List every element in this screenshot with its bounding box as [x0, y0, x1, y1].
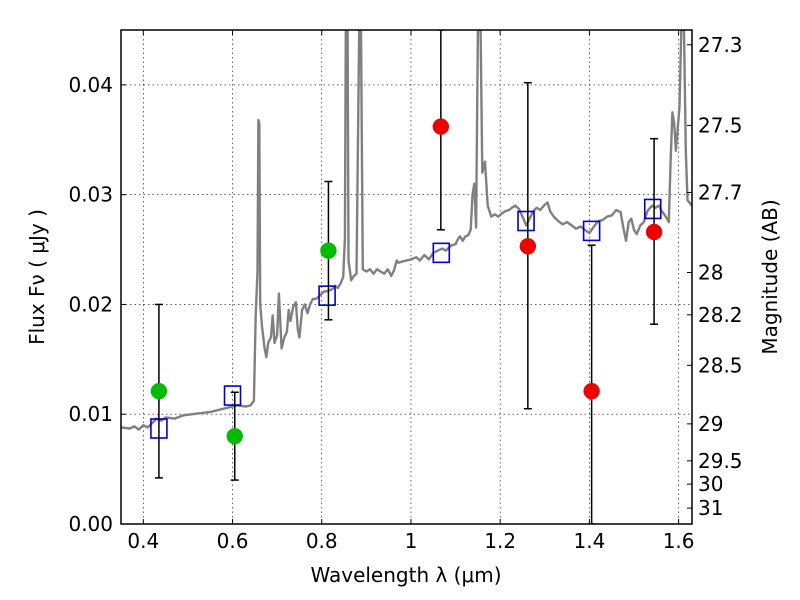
observed-flux-point [519, 238, 537, 255]
y-tick-label: 0.03 [68, 183, 113, 207]
mag-tick-label: 27.3 [698, 33, 743, 57]
model-square-marker [223, 385, 242, 406]
x-tick-label: 1.4 [573, 529, 605, 553]
mag-tick-label: 27.7 [698, 180, 743, 204]
y-tick-label: 0.00 [68, 512, 113, 536]
model-spectrum-line [121, 30, 692, 431]
mag-tick-label: 28 [698, 260, 723, 284]
model-square-marker [432, 242, 451, 264]
x-tick-label: 0.4 [127, 529, 159, 553]
y-tick-label: 0.04 [68, 73, 113, 97]
model-square-marker [318, 285, 336, 306]
model-square-marker [582, 220, 601, 242]
observed-flux-point [150, 382, 168, 400]
plot-frame [120, 29, 693, 525]
mag-tick-label: 28.2 [698, 303, 743, 327]
x-tick-label: 0.8 [306, 529, 338, 553]
observed-flux-point [432, 118, 450, 135]
x-tick-label: 0.6 [217, 529, 249, 553]
y-axis-label: Flux Fν ( μJy ) [25, 209, 49, 345]
mag-tick-label: 29 [698, 412, 723, 436]
observed-flux-point [226, 427, 244, 445]
ticks: 0.4 0.6 0.8 1 1.2 1.4 1.6 0.00 0.01 0.02 0.03 0.04 2… [68, 30, 743, 553]
observed-flux-point [583, 382, 600, 400]
model-square-marker [643, 198, 662, 220]
y-tick-label: 0.02 [68, 292, 113, 316]
mag-tick-label: 30 [698, 472, 723, 496]
observed-flux-point [320, 242, 337, 259]
grid [121, 30, 692, 525]
x-tick-label: 1.2 [484, 529, 516, 553]
x-tick-label: 1.6 [663, 529, 695, 553]
model-square-marker [517, 210, 535, 232]
mag-tick-label: 29.5 [698, 449, 743, 473]
mag-tick-label: 31 [698, 496, 723, 520]
observed-flux-point [645, 223, 663, 241]
y-tick-label: 0.01 [68, 402, 113, 426]
mag-tick-label: 27.5 [698, 113, 743, 137]
x-axis-label: Wavelength λ (μm) [310, 563, 501, 587]
mag-tick-label: 28.5 [698, 353, 743, 377]
x-tick-label: 1 [405, 529, 418, 553]
y-axis-right-label: Magnitude (AB) [758, 199, 782, 354]
plot-area [121, 30, 692, 524]
